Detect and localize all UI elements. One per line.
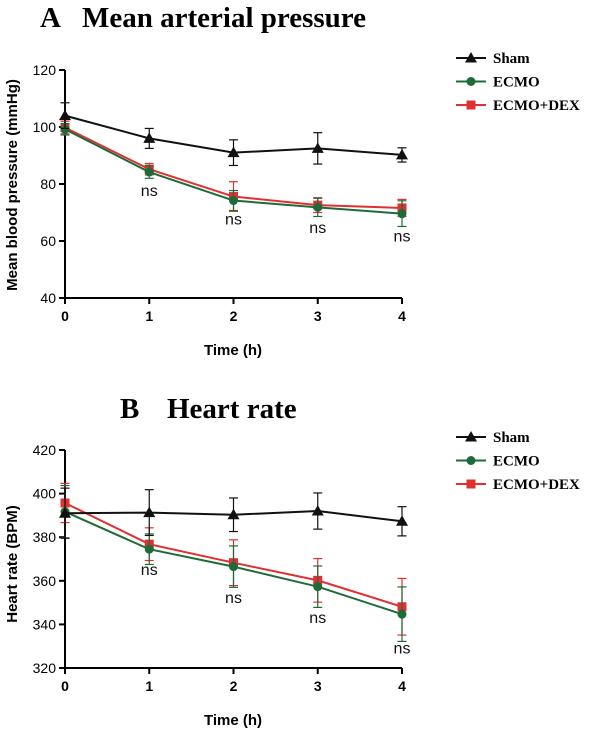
panel-a-ns-annotation: ns <box>394 229 411 246</box>
panel-a-x-tick-label: 0 <box>61 308 69 324</box>
panel-a-y-tick-label: 80 <box>40 176 56 192</box>
panel-a-x-tick-label: 2 <box>230 308 238 324</box>
panel-a-sham-point <box>59 109 71 121</box>
panel-b-y-axis-label: Heart rate (BPM) <box>4 505 21 623</box>
panel-a-sham-point <box>143 132 156 143</box>
panel-a-ecmo-point <box>229 196 238 206</box>
panel-a-y-tick-label: 60 <box>40 233 56 249</box>
panel-b-title: Heart rate <box>167 393 297 425</box>
panel-a-ns-annotation: ns <box>225 212 242 229</box>
panel-b-legend-ecmo-dex-marker <box>466 479 476 489</box>
panel-a-ecmo-point <box>144 167 154 177</box>
panel-b-x-tick-label: 2 <box>230 678 238 694</box>
panel-b-ecmo-point <box>229 562 238 572</box>
panel-a-x-tick-label: 1 <box>145 308 153 324</box>
panel-b-y-tick-label: 340 <box>33 616 57 632</box>
panel-b-x-tick-label: 4 <box>398 678 406 694</box>
panel-b-legend-sham-label: Sham <box>493 430 530 446</box>
panel-a-ecmo-point <box>313 202 323 212</box>
panel-b-x-axis-label: Time (h) <box>204 712 262 729</box>
panel-b-ns-annotation: ns <box>225 590 242 607</box>
panel-a-letter: A <box>40 2 61 34</box>
panel-a-legend-ecmo-dex-label: ECMO+DEX <box>493 98 580 114</box>
panel-a-legend-ecmo-label: ECMO <box>493 75 540 91</box>
panel-a-sham-point <box>311 142 324 153</box>
panel-a-chart: A Mean arterial pressure Mean blood pres… <box>4 2 580 359</box>
panel-b-legend-ecmo-marker <box>466 456 476 465</box>
panel-a-ecmo-point <box>397 209 407 219</box>
panel-a-ns-annotation: ns <box>309 220 326 237</box>
panel-b-sham-point <box>227 508 240 520</box>
panel-b-legend-ecmo-dex-label: ECMO+DEX <box>493 477 580 493</box>
panel-b-ns-annotation: ns <box>394 640 411 657</box>
panel-b-chart: B Heart rate Heart rate (BPM) Time (h) 3… <box>4 393 580 729</box>
panel-a-y-axis-label: Mean blood pressure (mmHg) <box>4 79 21 291</box>
panel-b-x-tick-label: 0 <box>61 678 69 694</box>
panel-b-y-tick-label: 360 <box>33 573 57 589</box>
panel-b-x-tick-label: 3 <box>314 678 322 694</box>
panel-a-y-tick-label: 100 <box>33 119 57 135</box>
panel-b-sham-point <box>143 506 156 518</box>
panel-b-sham-point <box>311 505 324 516</box>
panel-b-letter: B <box>120 393 139 425</box>
panel-b-legend-sham-marker <box>465 431 477 442</box>
panel-a-legend-sham-marker <box>465 52 477 63</box>
panel-b-ecmo-point <box>313 582 323 592</box>
panel-b-ns-annotation: ns <box>309 610 326 627</box>
panel-b-ecmo-point <box>397 609 407 619</box>
panel-a-title: Mean arterial pressure <box>82 2 366 34</box>
panel-b-legend-ecmo-label: ECMO <box>493 454 540 470</box>
panel-b-sham-point <box>59 507 71 518</box>
panel-a-ns-annotation: ns <box>141 183 158 200</box>
panel-a-sham-point <box>227 146 240 158</box>
panel-a-x-axis-label: Time (h) <box>204 342 262 359</box>
panel-a-y-tick-label: 40 <box>40 290 56 306</box>
panel-b-x-tick-label: 1 <box>145 678 153 694</box>
panel-a-x-tick-label: 4 <box>398 308 406 324</box>
panel-b-y-tick-label: 420 <box>33 442 57 458</box>
panel-a-ecmo-point <box>60 124 70 134</box>
panel-b-ns-annotation: ns <box>141 562 158 579</box>
panel-b-sham-point <box>396 515 408 526</box>
panel-a-y-tick-label: 120 <box>33 62 57 78</box>
panel-a-legend-ecmo-dex-marker <box>466 100 476 110</box>
panel-b-y-tick-label: 380 <box>33 529 57 545</box>
panel-b-y-tick-label: 320 <box>33 660 57 676</box>
panel-a-legend-ecmo-marker <box>466 77 476 86</box>
panel-a-legend-sham-label: Sham <box>493 51 530 67</box>
panel-a-x-tick-label: 3 <box>314 308 322 324</box>
panel-b-ecmo-point <box>144 544 154 554</box>
panel-b-y-tick-label: 400 <box>33 486 57 502</box>
panel-a-sham-point <box>396 148 408 160</box>
